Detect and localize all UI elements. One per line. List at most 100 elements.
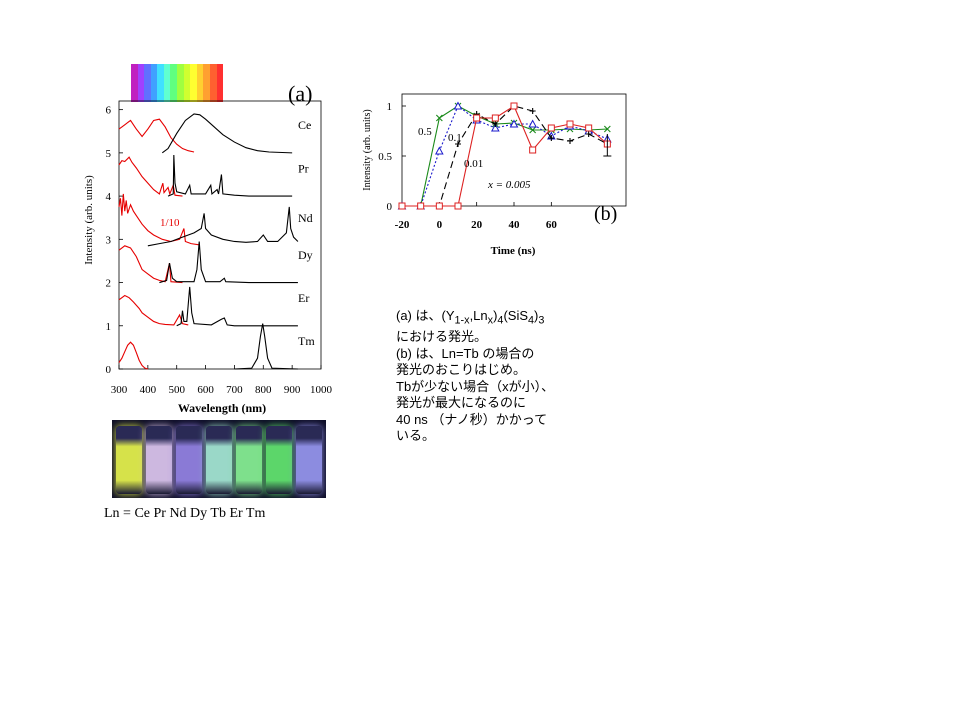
caption-line-8: いる。 bbox=[396, 428, 436, 444]
series-point-0.01 bbox=[455, 141, 461, 147]
series-line-0.005 bbox=[402, 105, 608, 207]
series-label-0.01: 0.01 bbox=[464, 158, 483, 170]
series-label-0.1: 0.1 bbox=[448, 132, 462, 144]
series-point-0.005 bbox=[398, 202, 406, 210]
panel-a-label: (a) bbox=[288, 81, 312, 106]
series-label-dy: Dy bbox=[298, 248, 313, 262]
spectrum-band bbox=[137, 64, 145, 102]
series-label-ce: Ce bbox=[298, 118, 311, 132]
spectrum-band bbox=[183, 64, 191, 102]
panel-b-series bbox=[397, 101, 612, 210]
caption-line-6: 発光が最大になるのに bbox=[396, 395, 527, 411]
panel-b-x-tick-label: 60 bbox=[546, 219, 558, 231]
excitation-curve-er bbox=[118, 294, 189, 326]
panel-b-label: (b) bbox=[594, 203, 617, 225]
panel-a-x-tick-label: 300 bbox=[111, 384, 128, 396]
caption-line-5: Tbが少ない場合（xが小）、 bbox=[396, 378, 555, 394]
panel-b-x-tick-label: 40 bbox=[509, 219, 521, 231]
vial bbox=[146, 426, 172, 494]
vial bbox=[176, 426, 202, 494]
panel-b-y-tick-label: 1 bbox=[387, 101, 393, 113]
series-label-er: Er bbox=[298, 291, 309, 305]
panel-a-x-tick-label: 1000 bbox=[310, 384, 333, 396]
caption-line-2: における発光。 bbox=[396, 329, 488, 345]
panel-a-series: Ce Pr Nd Dy Er Tm bbox=[118, 113, 315, 370]
spectrum-band bbox=[209, 64, 217, 102]
vial bbox=[206, 426, 232, 494]
panel-a-y-tick-label: 2 bbox=[106, 278, 112, 290]
visible-spectrum-bar bbox=[131, 64, 224, 102]
spectrum-band bbox=[157, 64, 164, 102]
series-point-0.01 bbox=[548, 135, 555, 141]
series-point-0.005 bbox=[529, 146, 537, 154]
spectrum-band bbox=[216, 64, 224, 102]
series-point-0.005 bbox=[473, 114, 481, 122]
spectrum-band bbox=[163, 64, 171, 102]
series-point-0.5 bbox=[603, 125, 611, 133]
panel-a-ratio-note: 1/10 bbox=[160, 217, 180, 229]
series-point-0.5 bbox=[435, 114, 443, 122]
emission-curve-tm bbox=[234, 323, 298, 370]
caption-line-7: 40 ns （ナノ秒）かかって bbox=[396, 411, 548, 427]
series-point-0.005 bbox=[454, 202, 462, 210]
spectrum-band bbox=[177, 64, 184, 102]
series-point-0.1 bbox=[528, 119, 538, 128]
series-point-0.5 bbox=[529, 126, 537, 134]
panel-b-x-tick-label: 0 bbox=[437, 219, 443, 231]
spectrum-band bbox=[131, 64, 138, 102]
x-annotation: x = 0.005 bbox=[487, 179, 531, 191]
series-point-0.1 bbox=[453, 101, 463, 110]
panel-b-y-tick-label: 0.5 bbox=[378, 151, 392, 163]
vial bbox=[296, 426, 322, 494]
emission-curve-er bbox=[176, 286, 298, 327]
excitation-curve-ce bbox=[118, 118, 195, 153]
series-label-nd: Nd bbox=[298, 211, 313, 225]
panel-a-y-axis-label: Intensity (arb. units) bbox=[83, 175, 95, 265]
panel-a-y-tick-label: 1 bbox=[106, 321, 112, 333]
error-bar bbox=[603, 134, 612, 157]
panel-a-x-tick-label: 400 bbox=[140, 384, 157, 396]
emission-curve-ce bbox=[161, 113, 293, 154]
series-point-0.1 bbox=[509, 119, 519, 128]
series-point-0.005 bbox=[585, 124, 593, 132]
series-point-0.01 bbox=[585, 131, 592, 137]
series-point-0.01 bbox=[492, 121, 499, 127]
excitation-curve-dy bbox=[118, 245, 183, 284]
panel-a-plot-frame bbox=[118, 100, 322, 370]
panel-a-y-tick-label: 4 bbox=[106, 191, 112, 203]
series-point-0.1 bbox=[434, 146, 444, 155]
spectrum-band bbox=[144, 64, 151, 102]
series-label-pr: Pr bbox=[298, 161, 309, 175]
panel-b-x-tick-label: 20 bbox=[471, 219, 483, 231]
panel-a-y-tick-label: 3 bbox=[106, 234, 112, 246]
series-point-0.01 bbox=[567, 138, 573, 144]
panel-a-x-axis-label: Wavelength (nm) bbox=[178, 401, 266, 415]
vial bbox=[116, 426, 142, 494]
caption-text: (a) は、(Y1-x,Lnx)4(SiS4)3 における発光。 (b) は、L… bbox=[396, 308, 586, 445]
series-line-0.01 bbox=[402, 105, 608, 207]
spectrum-band bbox=[170, 64, 178, 102]
series-line-0.5 bbox=[402, 105, 608, 207]
vial bbox=[266, 426, 292, 494]
panel-b-y-axis-label: Intensity (arb. units) bbox=[362, 109, 373, 190]
panel-a-x-tick-label: 800 bbox=[255, 384, 272, 396]
lanthanide-label-row: Ln = Ce Pr Nd Dy Tb Er Tm bbox=[104, 506, 266, 521]
panel-a-y-tick-label: 5 bbox=[106, 148, 112, 160]
emission-curve-nd bbox=[147, 206, 299, 247]
panel-a-y-tick-label: 0 bbox=[106, 364, 112, 376]
panel-a-ticks: 300 400 500 600 700 800 900 1000 0 1 2 3 4 5 6 bbox=[106, 105, 333, 396]
spectrum-band bbox=[203, 64, 210, 102]
excitation-curve-tm bbox=[118, 341, 149, 370]
vials-photo bbox=[112, 420, 326, 498]
panel-a-x-tick-label: 500 bbox=[168, 384, 185, 396]
panel-b-y-tick-label: 0 bbox=[387, 201, 393, 213]
panel-a-x-tick-label: 700 bbox=[226, 384, 243, 396]
spectrum-band bbox=[196, 64, 204, 102]
excitation-curve-pr bbox=[118, 156, 183, 197]
emission-curve-dy bbox=[159, 241, 298, 284]
series-point-0.005 bbox=[435, 202, 443, 210]
series-point-0.005 bbox=[491, 114, 499, 122]
series-point-0.005 bbox=[417, 202, 425, 210]
emission-curve-pr bbox=[167, 155, 293, 197]
